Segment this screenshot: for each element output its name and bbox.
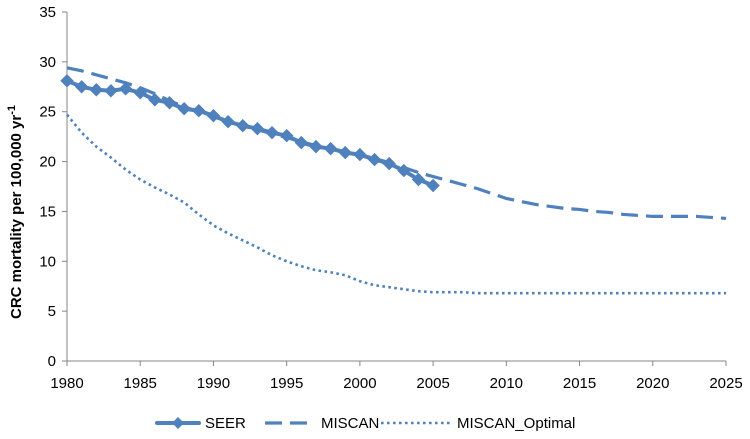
x-tick-label: 2000 [343,375,376,392]
series-seer [60,74,440,193]
y-tick-label: 25 [39,104,56,121]
data-point-marker [411,172,426,187]
data-point-marker [353,147,367,162]
data-point-marker [367,152,382,167]
x-tick-label: 2020 [636,375,669,392]
legend-marker [172,417,184,429]
chart-legend: SEER MISCAN MISCAN_Optimal [155,415,575,432]
legend-label: MISCAN_Optimal [457,415,575,432]
data-point-marker [309,139,323,154]
y-tick-label: 5 [48,303,56,320]
y-tick-label: 0 [48,353,56,370]
data-point-marker [177,102,191,116]
x-tick-label: 2005 [416,375,449,392]
series-miscan-optimal [65,113,726,295]
x-tick-label: 2010 [490,375,523,392]
data-point-marker [133,86,147,100]
y-tick-label: 10 [39,253,56,270]
y-tick-label: 30 [39,54,56,71]
data-point-marker [338,145,352,160]
data-point-marker [206,108,221,123]
data-point-marker [89,83,103,97]
legend-item-miscan-optimal: MISCAN_Optimal [381,415,575,432]
data-point-marker [382,156,396,171]
data-point-marker [323,141,338,156]
data-point-marker [250,121,265,136]
data-point-marker [294,135,309,150]
data-point-marker [265,125,279,140]
x-tick-label: 2015 [563,375,596,392]
y-axis-title-text: CRC mortality per 100,000 yr [8,115,25,319]
data-point-marker [104,84,118,98]
data-point-marker [60,74,74,88]
x-tick-label: 2025 [709,375,742,392]
series-miscan [66,66,727,221]
series-line [65,78,436,188]
series-line [65,113,726,295]
legend-label: SEER [205,415,246,432]
series-line [66,66,727,221]
y-axis-title: CRC mortality per 100,000 yr-1 [6,105,25,319]
data-point-marker [162,96,177,110]
data-point-marker [279,128,294,143]
y-tick-label: 15 [39,203,56,220]
data-point-marker [426,178,440,193]
legend-item-seer: SEER [155,415,246,432]
x-tick-label: 1980 [50,375,83,392]
legend-label: MISCAN [321,415,379,432]
y-axis-title-superscript: -1 [6,105,18,115]
x-tick-label: 1990 [197,375,230,392]
data-point-marker [221,114,235,129]
x-tick-label: 1985 [124,375,157,392]
data-point-marker [148,93,162,107]
data-point-marker [118,82,133,96]
data-point-marker [397,163,411,178]
data-point-marker [74,80,89,94]
data-point-marker [236,118,250,133]
x-tick-label: 1995 [270,375,303,392]
y-tick-label: 35 [39,4,56,21]
chart-series [60,66,727,295]
legend-item-miscan: MISCAN [265,415,379,432]
data-point-marker [192,104,206,118]
y-tick-label: 20 [39,154,56,171]
